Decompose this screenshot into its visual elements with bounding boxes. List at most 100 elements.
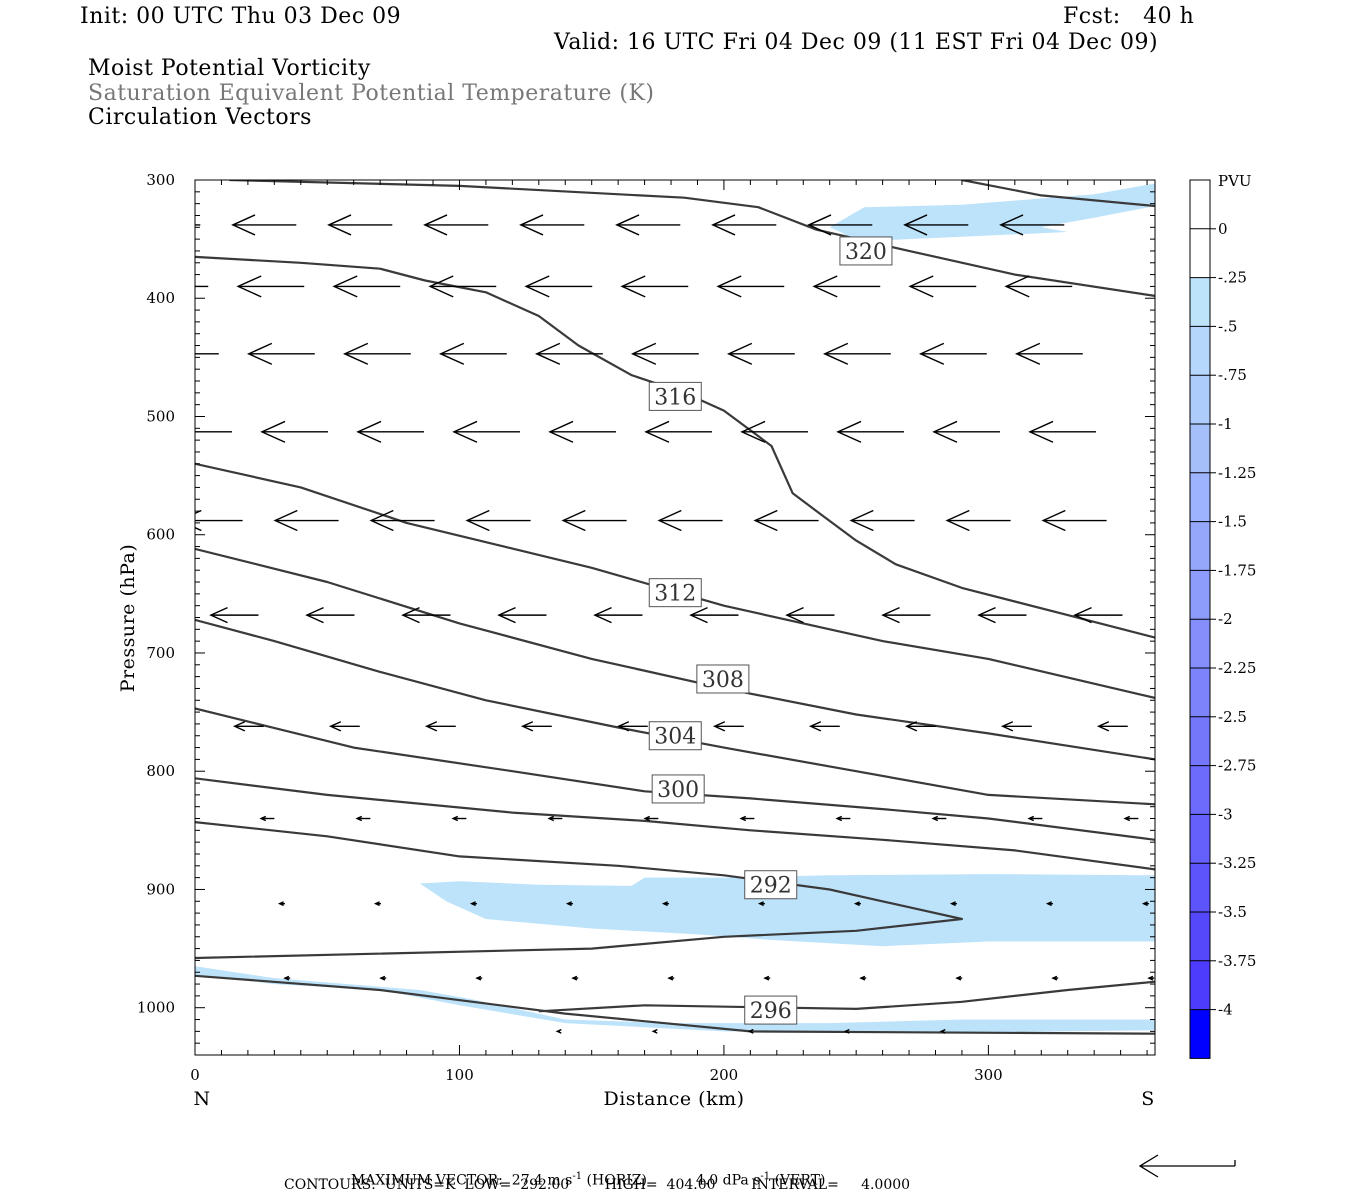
- vector-2-1: [246, 342, 315, 365]
- vector-8-9: [1141, 901, 1149, 907]
- vector-9-2: [475, 975, 483, 981]
- vector-5-5: [689, 606, 739, 624]
- colorbar-level-5: -1.25: [1218, 464, 1256, 482]
- vector-7-1: [355, 815, 371, 822]
- vector-4-5: [657, 509, 723, 532]
- colorbar-cell-17: [1190, 1009, 1210, 1059]
- vector-6-0: [232, 721, 264, 732]
- vector-1-7: [812, 275, 881, 298]
- vector-2-9: [1014, 342, 1083, 365]
- vector-6-3: [520, 721, 552, 732]
- max-vector-line: MAXIMUM VECTOR: 27.4 m s-1 (HORIZ) 4.0 d…: [342, 1158, 826, 1188]
- vector-8-6: [853, 901, 861, 907]
- vector-1-3: [428, 275, 497, 298]
- vector-5-9: [1073, 606, 1123, 624]
- vector-5-0: [209, 606, 259, 624]
- vector-8-5: [757, 901, 765, 907]
- colorbar-level-15: -3.75: [1218, 952, 1256, 970]
- vector-4-0: [195, 509, 243, 532]
- vector-3-5: [644, 420, 713, 443]
- vector-5-4: [593, 606, 643, 624]
- vector-6-4: [616, 721, 648, 732]
- vector-0-3: [423, 214, 489, 236]
- contour-label-312: 312: [648, 578, 702, 608]
- y-tick-label-300: 300: [146, 171, 175, 189]
- contour-label-308: 308: [696, 664, 750, 694]
- vector-7-0: [259, 815, 275, 822]
- colorbar-level-9: -2.25: [1218, 659, 1256, 677]
- colorbar-cell-3: [1190, 326, 1210, 376]
- vector-4-3: [465, 509, 531, 532]
- vector-4-9: [1041, 509, 1107, 532]
- circulation-vectors: [195, 214, 1155, 1034]
- vector-0-0: [195, 224, 201, 226]
- vector-5-7: [881, 606, 931, 624]
- vector-9-7: [955, 975, 963, 981]
- vector-9-1: [379, 975, 387, 981]
- contour-line-8: [195, 821, 964, 960]
- x-axis-title: Distance (km): [603, 1088, 744, 1110]
- vector-2-2: [342, 342, 411, 365]
- vector-0-8: [903, 214, 969, 236]
- vector-6-8: [1000, 721, 1032, 732]
- contour-label-text-296: 296: [750, 999, 792, 1024]
- vector-9-8: [1051, 975, 1059, 981]
- init-time: Init: 00 UTC Thu 03 Dec 09: [80, 4, 402, 29]
- vector-2-3: [438, 342, 507, 365]
- vector-4-2: [369, 509, 435, 532]
- field-title-2: Saturation Equivalent Potential Temperat…: [88, 81, 655, 106]
- contour-line-9: [195, 974, 1155, 1035]
- vector-7-8: [1027, 815, 1043, 822]
- colorbar-level-11: -2.75: [1218, 757, 1256, 775]
- mpv-shaded-region-2: [829, 183, 1155, 242]
- colorbar-cell-1: [1190, 228, 1210, 278]
- contour-line-0: [229, 180, 1155, 297]
- vector-2-7: [822, 342, 891, 365]
- vector-3-7: [836, 420, 905, 443]
- contour-label-text-292: 292: [750, 874, 792, 899]
- contour-line-5: [195, 618, 1155, 806]
- contour-label-300: 300: [651, 774, 705, 804]
- vector-2-5: [630, 342, 699, 365]
- colorbar-cell-2: [1190, 277, 1210, 327]
- contour-line-1: [195, 255, 1155, 639]
- vector-4-7: [849, 509, 915, 532]
- contour-line-7: [195, 777, 1155, 871]
- x-end-label-right: S: [1141, 1088, 1155, 1110]
- vector-4-1: [273, 509, 339, 532]
- vector-0-6: [711, 214, 777, 236]
- contour-label-296: 296: [744, 995, 798, 1025]
- vector-0-4: [519, 214, 585, 236]
- y-tick-label-1000: 1000: [137, 999, 175, 1017]
- colorbar-level-10: -2.5: [1218, 708, 1247, 726]
- colorbar-cell-13: [1190, 814, 1210, 864]
- vector-3-1: [260, 420, 329, 443]
- forecast-hour: Fcst: 40 h: [1063, 4, 1195, 29]
- vector-8-8: [1045, 901, 1053, 907]
- vector-4-4: [561, 509, 627, 532]
- contour-label-text-320: 320: [845, 240, 887, 265]
- contour-label-text-304: 304: [654, 725, 696, 750]
- contour-label-text-308: 308: [702, 668, 744, 693]
- vector-3-4: [548, 420, 617, 443]
- colorbar-level-13: -3.25: [1218, 854, 1256, 872]
- vector-1-1: [236, 275, 305, 298]
- vector-6-7: [904, 721, 936, 732]
- vector-9-0: [283, 975, 291, 981]
- vector-6-6: [808, 721, 840, 732]
- vector-1-8: [908, 275, 977, 298]
- vector-8-1: [373, 901, 381, 907]
- colorbar-level-0: 0: [1218, 220, 1228, 238]
- y-axis-title: Pressure (hPa): [117, 544, 139, 693]
- vector-5-2: [401, 606, 451, 624]
- colorbar-cell-4: [1190, 375, 1210, 424]
- vector-10-0: [555, 1028, 562, 1034]
- vector-6-9: [1096, 721, 1128, 732]
- vector-10-2: [747, 1028, 754, 1034]
- x-tick-label-100: 100: [445, 1066, 474, 1084]
- y-tick-label-600: 600: [146, 526, 175, 544]
- exp-horiz: -1: [572, 1171, 583, 1182]
- vector-5-6: [785, 606, 835, 624]
- vector-6-1: [328, 721, 360, 732]
- vector-3-6: [740, 420, 809, 443]
